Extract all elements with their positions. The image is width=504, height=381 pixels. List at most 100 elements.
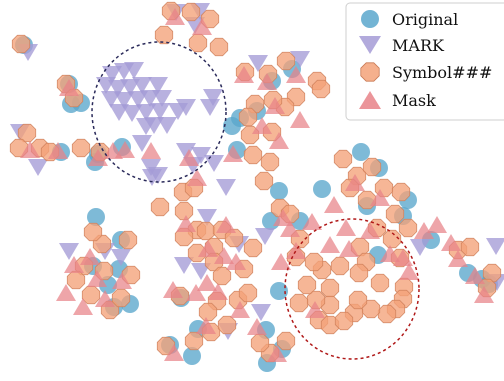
- symbol-point: [362, 157, 382, 177]
- mask-point: [414, 222, 434, 239]
- mark-point: [150, 103, 170, 120]
- original-point: [313, 180, 331, 198]
- original-point: [223, 117, 241, 135]
- mask-point: [163, 281, 183, 298]
- symbol-point: [121, 265, 141, 285]
- mark-point: [157, 117, 177, 134]
- mark-point: [108, 80, 128, 97]
- mask-point: [59, 79, 79, 96]
- legend-entry-mark: MARK: [359, 36, 445, 55]
- mask-point: [336, 219, 356, 236]
- mask-point: [234, 66, 254, 83]
- mark-point: [152, 90, 172, 107]
- mask-point: [176, 215, 196, 232]
- mask-point: [115, 141, 135, 158]
- mask-point: [95, 290, 115, 307]
- mask-point: [286, 66, 306, 83]
- symbol-point: [83, 222, 103, 242]
- mask-point: [320, 236, 340, 253]
- mask-point: [474, 286, 494, 303]
- symbol-point: [334, 311, 354, 331]
- mask-point: [305, 301, 325, 318]
- mask-point: [186, 284, 206, 301]
- mask-point: [286, 242, 306, 259]
- mark-point: [176, 143, 196, 160]
- symbol-point: [81, 285, 101, 305]
- symbol-point: [196, 221, 216, 241]
- symbol-point: [212, 266, 232, 286]
- mask-point: [465, 267, 485, 284]
- symbol-point: [320, 278, 340, 298]
- symbol-cluster-circle: [284, 218, 420, 360]
- mask-point: [88, 149, 108, 166]
- symbol-point: [243, 238, 263, 258]
- mark-point: [204, 155, 224, 172]
- mask-point: [80, 248, 100, 265]
- legend-label-symbol: Symbol###: [392, 63, 492, 82]
- symbol-point: [188, 33, 208, 53]
- mark-point: [102, 66, 122, 83]
- mark-point: [176, 99, 196, 116]
- symbol-point: [311, 79, 331, 99]
- mask-point: [370, 189, 390, 206]
- mark-point: [114, 92, 134, 109]
- mask-point: [164, 344, 184, 361]
- symbol-point: [181, 2, 201, 22]
- symbol-point: [377, 304, 397, 324]
- mask-point: [302, 213, 322, 230]
- mask-point: [87, 270, 107, 287]
- mark-point: [59, 243, 79, 260]
- mask-point: [216, 216, 236, 233]
- annotation-layer: [91, 41, 420, 360]
- mask-point: [380, 245, 400, 262]
- mask-point: [324, 196, 344, 213]
- symbol-point: [118, 230, 138, 250]
- mask-point: [56, 284, 76, 301]
- symbol-point: [276, 331, 296, 351]
- mask-point: [165, 8, 185, 25]
- mask-point: [399, 263, 419, 280]
- mask-point: [267, 345, 287, 362]
- mark-point: [142, 169, 162, 186]
- mark-point: [290, 51, 310, 68]
- mask-point: [280, 220, 300, 237]
- mask-point: [265, 97, 285, 114]
- mask-point: [269, 132, 289, 149]
- original-point: [87, 208, 105, 226]
- mask-point: [64, 256, 84, 273]
- legend-label-mark: MARK: [392, 36, 445, 55]
- legend-box: [345, 2, 504, 121]
- symbol-point: [243, 145, 263, 165]
- symbol-point: [11, 34, 31, 54]
- mark-point: [144, 117, 164, 134]
- symbol-point: [391, 182, 411, 202]
- mark-point: [200, 99, 220, 116]
- legend-entry-mask: Mask: [359, 91, 436, 110]
- mask-point: [141, 142, 161, 159]
- mask-point: [273, 209, 293, 226]
- mask-point: [360, 222, 380, 239]
- original-point: [270, 282, 288, 300]
- mark-point: [410, 239, 430, 256]
- mask-point: [252, 117, 272, 134]
- symbol-point: [17, 123, 37, 143]
- mark-point: [136, 104, 156, 121]
- mark-point: [251, 304, 271, 321]
- mark-point: [197, 209, 217, 226]
- mask-point: [427, 216, 447, 233]
- legend-marker-symbol: [360, 62, 380, 82]
- mark-cluster-circle: [91, 41, 227, 183]
- mark-point: [191, 263, 211, 280]
- mask-point: [214, 247, 234, 264]
- symbol-point: [71, 138, 91, 158]
- mark-point: [148, 77, 168, 94]
- mark-point: [120, 79, 140, 96]
- mask-point: [196, 317, 216, 334]
- mark-point: [248, 55, 268, 72]
- symbol-point: [297, 275, 317, 295]
- mask-point: [393, 249, 413, 266]
- symbol-point: [250, 333, 270, 353]
- symbol-point: [209, 37, 229, 57]
- mask-point: [187, 169, 207, 186]
